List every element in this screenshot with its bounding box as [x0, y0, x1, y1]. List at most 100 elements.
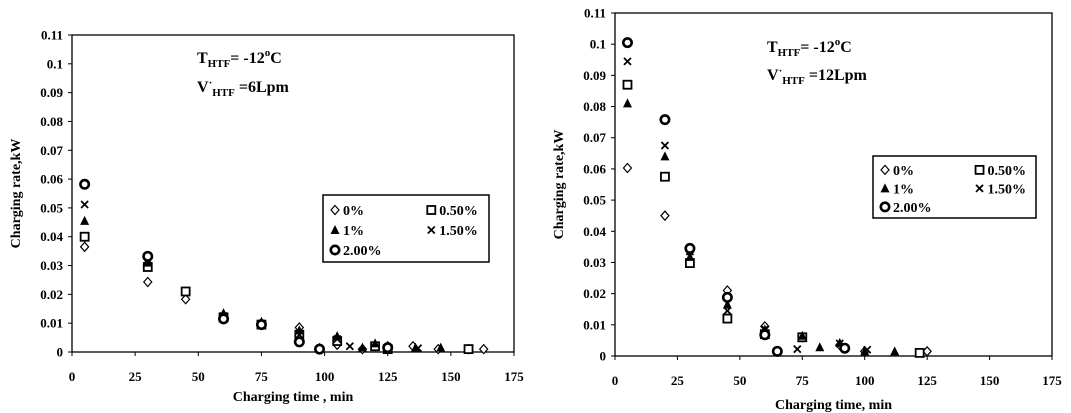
annotation-sub: HTF	[212, 87, 235, 99]
y-tick-label: 0.09	[40, 85, 63, 100]
x-tick-label: 150	[980, 373, 1000, 388]
data-point	[79, 178, 91, 190]
y-tick-label: 0.07	[583, 130, 606, 145]
data-point	[660, 151, 670, 161]
y-tick-label: 0.07	[40, 143, 63, 158]
legend-box	[322, 194, 490, 263]
x-tick-label: 0	[69, 369, 76, 384]
y-tick-label: 0.04	[40, 229, 63, 244]
data-point	[684, 242, 696, 254]
legend-marker	[880, 183, 890, 193]
data-point	[660, 171, 670, 182]
annotation-sup: o	[265, 47, 271, 59]
legend-marker	[330, 204, 340, 216]
data-point	[722, 313, 733, 324]
y-tick-label: 0.11	[41, 28, 63, 43]
y-tick-label: 0	[600, 349, 607, 364]
y-axis-label: Charging rate,kW	[552, 130, 567, 240]
legend-marker	[329, 244, 341, 256]
y-tick-label: 0.05	[40, 200, 63, 215]
annotation-prime: ·	[779, 65, 783, 77]
data-point	[80, 215, 90, 225]
legend-marker	[330, 225, 340, 234]
data-point	[860, 346, 870, 356]
legend-label: 0%	[343, 204, 364, 219]
data-point	[382, 342, 394, 354]
plot-area	[71, 34, 515, 353]
annotation-sub: HTF	[778, 47, 801, 59]
y-tick-label: 0.01	[40, 316, 63, 331]
y-tick-label: 0.03	[40, 258, 63, 273]
data-point	[413, 344, 423, 353]
y-tick-label: 0.03	[583, 255, 606, 270]
data-point	[623, 57, 632, 66]
annotation-value: = -12	[230, 50, 264, 67]
annotation-unit: C	[840, 39, 852, 56]
data-point	[890, 346, 900, 356]
legend-marker	[974, 164, 985, 175]
data-point	[793, 345, 802, 354]
data-point	[797, 330, 807, 340]
y-tick-label: 0	[57, 345, 64, 360]
legend-label: 2.00%	[893, 201, 932, 216]
data-point	[721, 291, 733, 303]
y-tick-label: 0.02	[583, 286, 606, 301]
legend-marker	[426, 205, 437, 215]
data-point	[815, 342, 825, 352]
x-axis-label: Charging time, min	[775, 398, 892, 413]
y-tick-label: 0.06	[40, 172, 63, 187]
legend-label: 0%	[893, 164, 914, 179]
data-point	[660, 141, 670, 150]
annotation-var: T	[767, 39, 778, 56]
x-tick-label: 175	[504, 369, 524, 384]
legend-label: 1.50%	[988, 182, 1027, 197]
y-tick-label: 0.11	[584, 6, 606, 21]
data-point	[478, 343, 489, 355]
data-point	[142, 250, 154, 262]
annotation-temperature: THTF= -12oC	[767, 36, 852, 59]
x-tick-label: 50	[733, 373, 746, 388]
annotation-sup: o	[835, 36, 841, 48]
x-axis-label: Charging time , min	[233, 390, 354, 405]
x-tick-label: 0	[612, 373, 619, 388]
annotation-value: =12Lpm	[805, 67, 868, 84]
chart-right: 0 0.01 0.02 0.03 0.04 0.05 0.06 0.07 0.08 0.09 0.1…	[552, 6, 1062, 413]
annotation-prime: ·	[209, 77, 213, 89]
x-tick-label: 75	[255, 369, 269, 384]
annotation-var: V	[197, 79, 209, 96]
series-3	[623, 57, 872, 354]
data-point	[345, 342, 354, 351]
data-point	[80, 200, 89, 209]
data-point	[143, 257, 153, 267]
annotation-box	[192, 44, 342, 102]
annotation-unit: C	[270, 50, 282, 67]
annotation-box	[762, 33, 902, 89]
y-tick-label: 0.1	[47, 56, 63, 71]
legend-label: 0.50%	[439, 204, 478, 219]
data-point	[463, 344, 474, 355]
data-point	[255, 319, 267, 331]
annotation-value: = -12	[800, 39, 834, 56]
x-tick-label: 125	[917, 373, 937, 388]
series-4	[621, 37, 851, 357]
legend-marker	[879, 201, 891, 213]
y-tick-label: 0.05	[583, 193, 606, 208]
legend-box	[872, 155, 1037, 219]
x-tick-label: 25	[671, 373, 685, 388]
y-tick-label: 0.01	[583, 317, 606, 332]
data-point	[293, 336, 305, 348]
data-point	[314, 343, 326, 355]
y-tick-label: 0.04	[583, 224, 606, 239]
y-tick-label: 0.08	[40, 114, 63, 129]
data-point	[436, 342, 446, 352]
legend-label: 1%	[343, 224, 364, 239]
y-tick-label: 0.09	[583, 68, 606, 83]
data-point	[180, 286, 191, 297]
annotation-var: T	[197, 50, 208, 67]
data-point	[180, 293, 191, 305]
series-2	[622, 98, 900, 356]
legend-label: 1.50%	[439, 224, 478, 239]
x-tick-label: 125	[378, 369, 398, 384]
data-point	[660, 210, 670, 222]
